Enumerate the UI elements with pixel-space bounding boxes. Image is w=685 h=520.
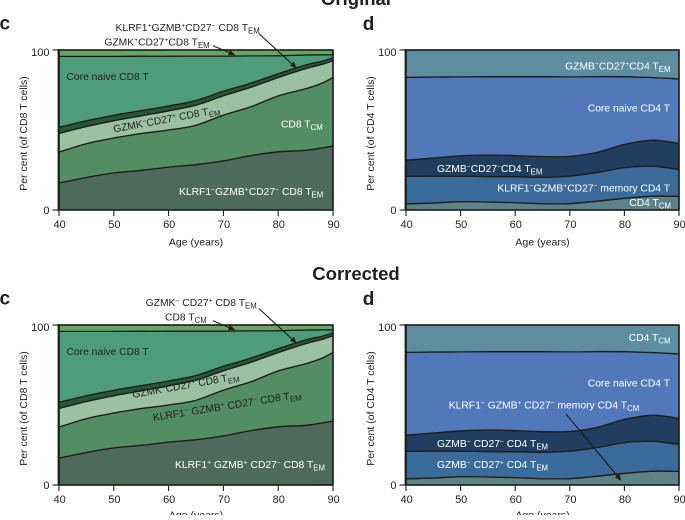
svg-text:KLRF1−GZMB+CD27− memory CD4 T: KLRF1−GZMB+CD27− memory CD4 T [497, 183, 670, 195]
svg-text:40: 40 [53, 494, 65, 506]
svg-text:KLRF1−GZMB+CD27− CD8 TEM: KLRF1−GZMB+CD27− CD8 TEM [179, 187, 323, 200]
svg-text:Age (years): Age (years) [169, 510, 223, 516]
svg-text:50: 50 [455, 494, 467, 506]
svg-text:40: 40 [53, 219, 65, 231]
svg-text:CD4 TCM: CD4 TCM [629, 333, 671, 346]
svg-text:GZMB− CD27+ CD4 TEM: GZMB− CD27+ CD4 TEM [437, 460, 548, 473]
svg-text:80: 80 [273, 494, 285, 506]
svg-text:Core naive CD8 T: Core naive CD8 T [67, 347, 150, 358]
svg-text:d: d [363, 14, 375, 35]
svg-text:GZMB−CD27+CD4 TEM: GZMB−CD27+CD4 TEM [565, 61, 670, 74]
svg-text:60: 60 [163, 494, 175, 506]
svg-text:90: 90 [327, 494, 339, 506]
svg-text:KLRF1− GZMB+ CD27− CD8 TEM: KLRF1− GZMB+ CD27− CD8 TEM [152, 389, 302, 425]
svg-text:Age (years): Age (years) [515, 237, 569, 249]
svg-text:70: 70 [218, 494, 230, 506]
svg-text:GZMB−CD27−CD4 TEM: GZMB−CD27−CD4 TEM [437, 164, 542, 177]
svg-text:0: 0 [43, 480, 49, 492]
svg-text:100: 100 [31, 47, 49, 59]
svg-text:100: 100 [378, 47, 396, 59]
svg-text:CD8 TCM: CD8 TCM [165, 313, 207, 326]
svg-text:GZMK− CD27+ CD8 TEM: GZMK− CD27+ CD8 TEM [146, 298, 257, 311]
svg-text:c: c [0, 288, 11, 309]
svg-text:90: 90 [673, 494, 685, 506]
svg-text:90: 90 [327, 219, 339, 231]
svg-text:Age (years): Age (years) [515, 510, 569, 516]
svg-text:50: 50 [108, 494, 120, 506]
svg-text:60: 60 [510, 219, 522, 231]
svg-text:Per cent (of CD4 T cells): Per cent (of CD4 T cells) [365, 351, 377, 466]
svg-text:90: 90 [673, 219, 685, 231]
svg-text:Original: Original [321, 0, 391, 9]
svg-text:Per cent (of CD8 T cells): Per cent (of CD8 T cells) [18, 351, 30, 466]
svg-text:KLRF1− GZMB+ CD27− memory CD4: KLRF1− GZMB+ CD27− memory CD4 TCM [449, 400, 639, 413]
svg-text:0: 0 [390, 480, 396, 492]
svg-text:Core naive CD8 T: Core naive CD8 T [67, 72, 150, 83]
svg-text:GZMK+CD27+CD8 TEM: GZMK+CD27+CD8 TEM [104, 37, 209, 50]
svg-text:GZMK−CD27+ CD8 TEM: GZMK−CD27+ CD8 TEM [112, 104, 221, 136]
svg-text:KLRF1+GZMB+CD27− CD8 TEM: KLRF1+GZMB+CD27− CD8 TEM [115, 23, 259, 36]
svg-text:60: 60 [510, 494, 522, 506]
svg-text:100: 100 [378, 322, 396, 334]
svg-text:80: 80 [619, 494, 631, 506]
svg-text:70: 70 [218, 219, 230, 231]
svg-text:CD4 TCM: CD4 TCM [629, 198, 671, 211]
svg-text:70: 70 [564, 219, 576, 231]
svg-text:CD8 TCM: CD8 TCM [281, 120, 323, 133]
svg-text:Corrected: Corrected [312, 263, 399, 284]
svg-text:50: 50 [455, 219, 467, 231]
svg-text:80: 80 [619, 219, 631, 231]
svg-text:KLRF1+ GZMB+ CD27− CD8 TEM: KLRF1+ GZMB+ CD27− CD8 TEM [175, 460, 325, 473]
svg-text:GZMB− CD27− CD4 TEM: GZMB− CD27− CD4 TEM [437, 439, 548, 452]
svg-text:Core naive CD4 T: Core naive CD4 T [588, 378, 671, 389]
svg-text:40: 40 [400, 494, 412, 506]
svg-text:0: 0 [43, 205, 49, 217]
svg-text:Per cent (of CD8 T cells): Per cent (of CD8 T cells) [18, 76, 30, 191]
svg-text:d: d [363, 289, 375, 310]
svg-text:Age (years): Age (years) [169, 237, 223, 249]
svg-text:0: 0 [390, 205, 396, 217]
svg-text:60: 60 [163, 219, 175, 231]
svg-text:70: 70 [564, 494, 576, 506]
svg-text:40: 40 [400, 219, 412, 231]
svg-text:50: 50 [108, 219, 120, 231]
svg-text:100: 100 [31, 322, 49, 334]
svg-text:Per cent (of CD4 T cells): Per cent (of CD4 T cells) [365, 76, 377, 191]
svg-text:Core naive CD4 T: Core naive CD4 T [588, 103, 671, 114]
svg-text:c: c [0, 13, 11, 34]
svg-text:80: 80 [273, 219, 285, 231]
